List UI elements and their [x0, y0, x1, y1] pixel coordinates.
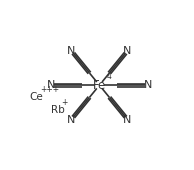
- Text: N: N: [47, 80, 55, 90]
- Text: +: +: [61, 98, 67, 107]
- Text: N: N: [123, 46, 132, 56]
- Text: Rb: Rb: [51, 105, 64, 115]
- Text: Fe: Fe: [93, 79, 106, 92]
- Text: +++: +++: [41, 85, 60, 94]
- Text: N: N: [67, 46, 75, 56]
- Text: N: N: [144, 80, 152, 90]
- Text: Ce: Ce: [29, 92, 43, 102]
- Text: N: N: [67, 115, 75, 125]
- Text: N: N: [123, 115, 132, 125]
- Text: 4: 4: [107, 72, 112, 81]
